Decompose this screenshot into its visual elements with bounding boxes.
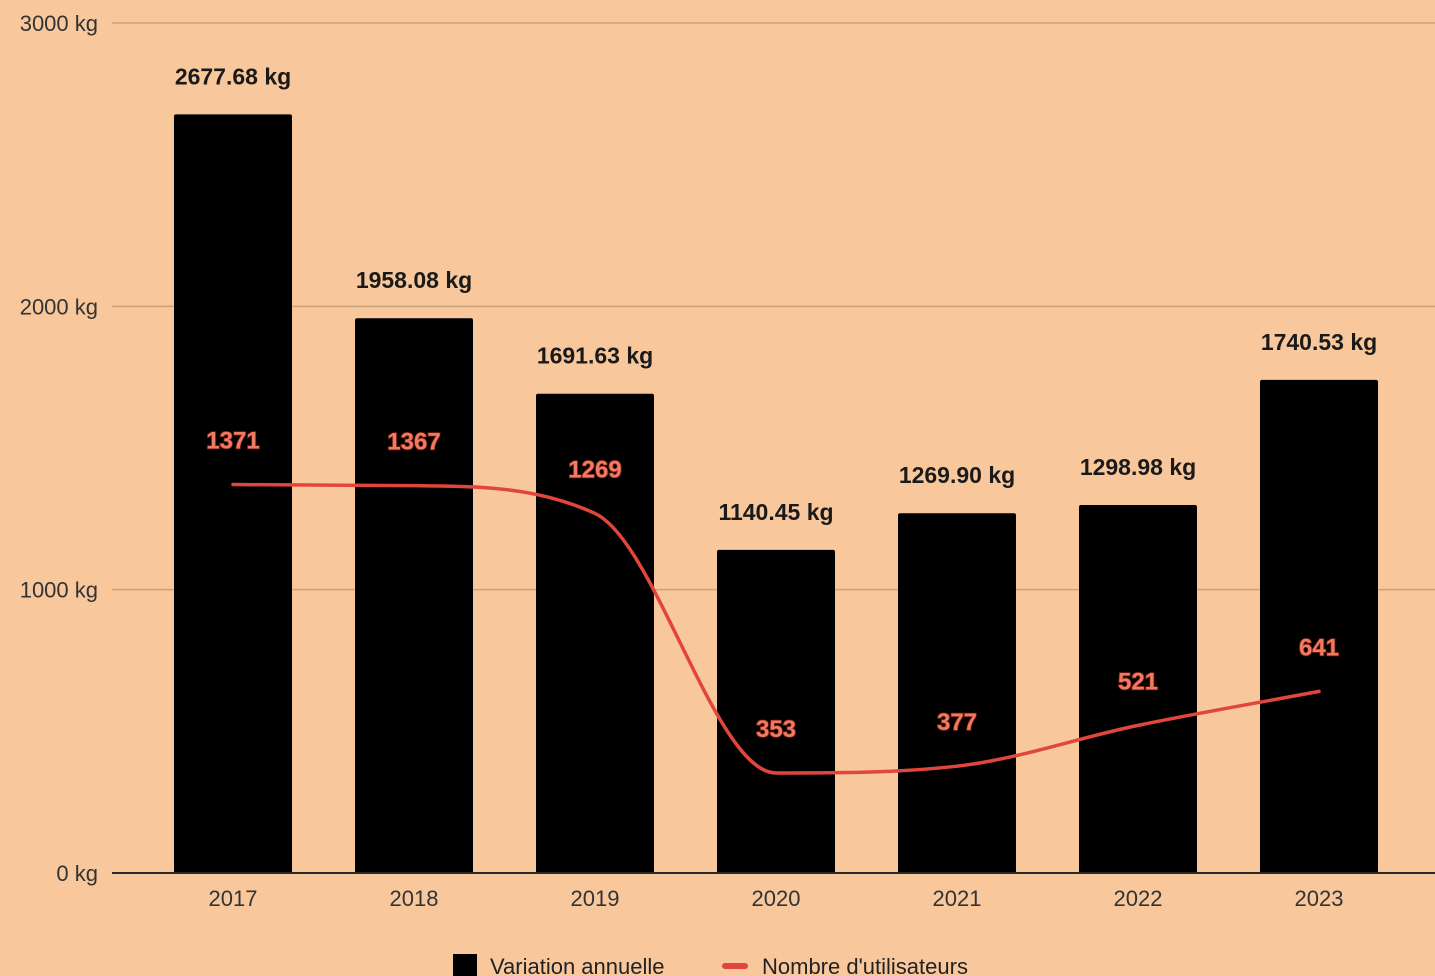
line-value-label: 1367 [387, 429, 440, 456]
x-tick-label: 2018 [390, 886, 439, 911]
bar-series [174, 114, 1378, 874]
x-axis-labels: 2017 2018 2019 2020 2021 2022 2023 [209, 886, 1344, 911]
y-axis-labels: 0 kg 1000 kg 2000 kg 3000 kg [20, 11, 98, 886]
bar-value-label: 1691.63 kg [537, 343, 653, 369]
x-tick-label: 2022 [1114, 886, 1163, 911]
bar-data-labels: 2677.68 kg 1958.08 kg 1691.63 kg 1140.45 kg… [175, 63, 1377, 525]
bar [174, 114, 292, 874]
bar [1079, 504, 1197, 873]
x-tick-label: 2019 [571, 886, 620, 911]
x-tick-label: 2020 [752, 886, 801, 911]
bar [717, 549, 835, 873]
bar [536, 393, 654, 873]
bar-value-label: 1740.53 kg [1261, 329, 1377, 355]
legend-swatch-bar [453, 954, 477, 976]
line-value-label: 353 [756, 716, 796, 743]
bar-value-label: 1140.45 kg [718, 499, 833, 525]
y-tick-label: 0 kg [56, 861, 98, 886]
y-tick-label: 1000 kg [20, 578, 98, 603]
legend-swatch-line [722, 963, 748, 969]
bar-value-label: 1958.08 kg [356, 267, 472, 293]
x-tick-label: 2017 [209, 886, 258, 911]
x-tick-label: 2023 [1295, 886, 1344, 911]
users-line [231, 482, 1321, 775]
line-value-label: 377 [937, 709, 977, 736]
y-tick-label: 2000 kg [20, 294, 98, 319]
line-data-labels: 1371 1367 1269 353 377 521 641 [206, 427, 1340, 744]
line-value-label: 1269 [568, 456, 621, 483]
bar [1260, 379, 1378, 873]
bar [355, 318, 473, 873]
legend-label-bar: Variation annuelle [490, 954, 665, 976]
legend: Variation annuelle Nombre d'utilisateurs [453, 954, 968, 976]
bar-value-label: 1298.98 kg [1080, 454, 1196, 480]
x-tick-label: 2021 [933, 886, 982, 911]
y-tick-label: 3000 kg [20, 11, 98, 36]
line-value-label: 521 [1118, 668, 1158, 695]
bar [898, 513, 1016, 873]
line-series [231, 482, 1321, 775]
bar-value-label: 2677.68 kg [175, 63, 291, 89]
bar-value-label: 1269.90 kg [899, 462, 1015, 488]
legend-label-line: Nombre d'utilisateurs [762, 954, 968, 976]
line-value-label: 641 [1299, 634, 1339, 661]
line-value-label: 1371 [206, 428, 259, 455]
